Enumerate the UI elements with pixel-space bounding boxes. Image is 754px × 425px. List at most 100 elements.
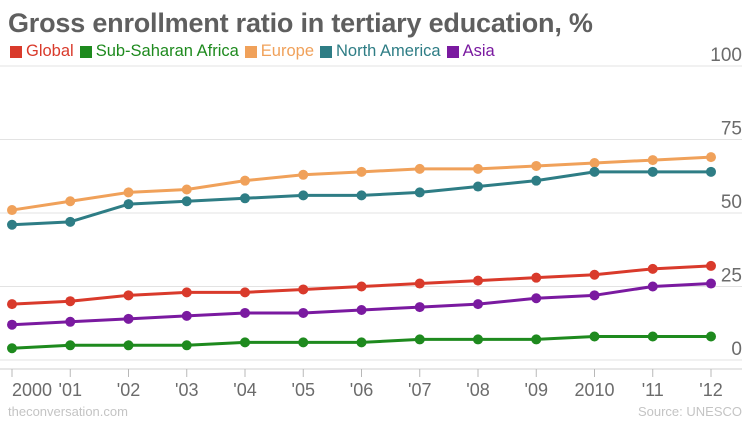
legend-label: Global — [26, 42, 74, 60]
data-point — [7, 343, 17, 354]
legend-swatch — [244, 45, 257, 58]
x-tick-label: 2010 — [574, 380, 614, 400]
data-point — [414, 302, 425, 313]
x-tick-label: '06 — [350, 380, 373, 400]
legend-label: Sub-Saharan Africa — [95, 42, 239, 60]
data-point — [414, 187, 425, 198]
data-point — [531, 293, 542, 304]
legend-swatch — [446, 45, 459, 58]
data-point — [647, 263, 658, 274]
data-point — [123, 290, 134, 301]
data-point — [589, 166, 600, 177]
legend-swatch — [79, 45, 92, 58]
data-point — [123, 340, 134, 351]
data-point — [706, 152, 716, 163]
data-point — [298, 337, 309, 348]
data-point — [531, 175, 542, 186]
data-point — [240, 307, 250, 318]
y-tick-label: 25 — [721, 266, 742, 287]
data-point — [589, 269, 600, 280]
data-point — [181, 310, 192, 321]
data-point — [181, 340, 192, 351]
data-point — [240, 337, 250, 348]
footer-site: theconversation.com — [8, 404, 128, 419]
data-point — [65, 216, 76, 227]
data-point — [65, 340, 76, 351]
data-point — [706, 278, 716, 289]
data-point — [414, 334, 425, 345]
data-point — [181, 287, 192, 298]
data-point — [7, 319, 17, 330]
data-point — [298, 190, 309, 201]
data-point — [706, 166, 716, 177]
chart-title: Gross enrollment ratio in tertiary educa… — [8, 8, 593, 38]
legend-label: Asia — [462, 42, 495, 60]
data-point — [531, 160, 542, 171]
legend-item-asia: Asia — [446, 42, 495, 61]
data-point — [7, 205, 17, 216]
legend-label: North America — [336, 42, 441, 60]
legend-item-europe: Europe — [244, 42, 315, 61]
series-europe — [7, 152, 716, 216]
x-tick-label: '09 — [525, 380, 548, 400]
data-point — [356, 281, 367, 292]
data-point — [589, 158, 600, 169]
x-tick-label: '05 — [292, 380, 315, 400]
legend-item-north-america: North America — [320, 42, 441, 61]
data-point — [298, 307, 309, 318]
y-tick-label: 50 — [721, 192, 742, 213]
legend-item-global: Global — [10, 42, 74, 61]
data-point — [589, 290, 600, 301]
data-point — [65, 196, 76, 207]
data-point — [123, 313, 134, 324]
data-point — [647, 166, 658, 177]
data-point — [240, 193, 250, 204]
series-asia — [7, 278, 716, 330]
data-point — [356, 190, 367, 201]
data-point — [181, 184, 192, 195]
data-point — [356, 305, 367, 316]
data-point — [706, 260, 716, 271]
series-north-america — [7, 166, 716, 230]
x-tick-label: '01 — [59, 380, 82, 400]
x-tick-label: '07 — [408, 380, 431, 400]
data-point — [473, 163, 483, 174]
chart-legend: Global Sub-Saharan Africa Europe North Amer… — [10, 42, 495, 61]
x-tick-label: '11 — [642, 380, 664, 400]
data-point — [473, 299, 483, 310]
data-point — [65, 296, 76, 307]
footer-source: Source: UNESCO — [637, 404, 742, 419]
data-point — [414, 278, 425, 289]
x-tick-label: '02 — [117, 380, 140, 400]
data-point — [473, 334, 483, 345]
series-line — [11, 155, 712, 212]
x-tick-label: '04 — [233, 380, 256, 400]
x-tick-label: '03 — [175, 380, 198, 400]
data-point — [531, 272, 542, 283]
data-point — [706, 331, 716, 342]
x-tick-label: '08 — [466, 380, 489, 400]
legend-item-sub-saharan-africa: Sub-Saharan Africa — [79, 42, 239, 61]
y-tick-label: 75 — [721, 119, 742, 140]
data-point — [298, 169, 309, 180]
y-tick-label: 100 — [710, 45, 742, 66]
legend-label: Europe — [260, 42, 315, 60]
y-tick-label: 0 — [731, 339, 742, 360]
data-point — [473, 275, 483, 286]
data-point — [414, 163, 425, 174]
data-point — [531, 334, 542, 345]
data-point — [7, 299, 17, 310]
data-point — [123, 187, 134, 198]
x-tick-label: 2000 — [12, 380, 52, 400]
data-point — [298, 284, 309, 295]
data-point — [240, 175, 250, 186]
x-tick-label: '12 — [699, 380, 722, 400]
data-point — [647, 281, 658, 292]
data-point — [240, 287, 250, 298]
data-point — [7, 219, 17, 230]
data-point — [123, 199, 134, 210]
data-point — [473, 181, 483, 192]
legend-swatch — [320, 45, 333, 58]
data-point — [356, 166, 367, 177]
